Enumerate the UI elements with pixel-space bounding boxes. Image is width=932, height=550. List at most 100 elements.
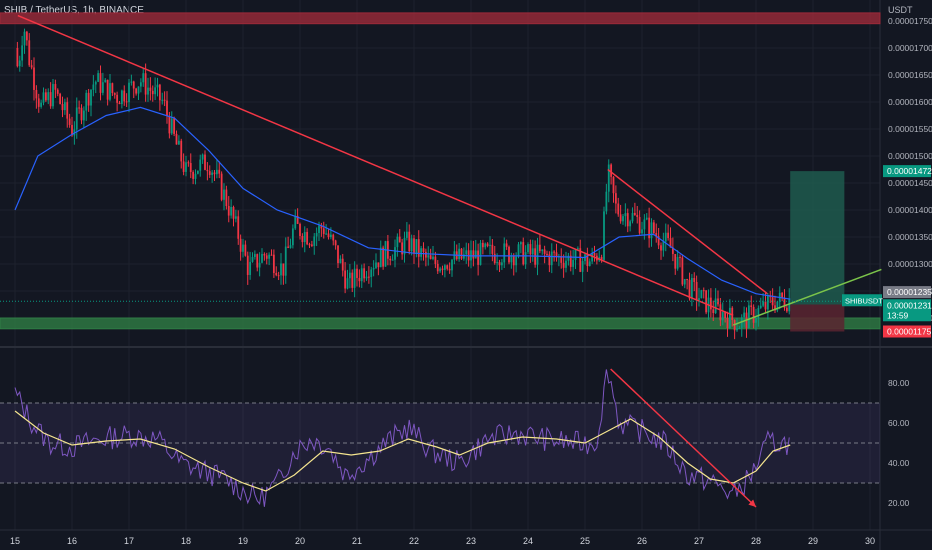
candle-body xyxy=(788,298,791,312)
candle-body xyxy=(25,31,28,41)
candle-body xyxy=(401,242,404,255)
candle-body xyxy=(23,31,26,46)
candle-body xyxy=(762,301,765,306)
candle-body xyxy=(142,73,145,83)
price-label-box xyxy=(883,286,931,299)
candle-body xyxy=(211,172,214,175)
candle-body xyxy=(363,268,366,279)
candle-body xyxy=(543,249,546,254)
candle-body xyxy=(524,252,527,265)
candle-body xyxy=(213,172,216,175)
candle-body xyxy=(253,254,256,257)
candle-body xyxy=(541,249,544,252)
candle-body xyxy=(128,82,130,103)
candle-body xyxy=(135,88,138,94)
candle-body xyxy=(643,219,646,230)
candle-body xyxy=(417,239,420,257)
candle-body xyxy=(33,67,35,90)
candles xyxy=(16,28,791,340)
candle-body xyxy=(151,90,154,95)
candle-body xyxy=(234,216,237,219)
candle-body xyxy=(384,241,387,267)
candle-body xyxy=(515,256,518,266)
candle-body xyxy=(569,255,572,267)
candle-body xyxy=(714,298,717,314)
candle-body xyxy=(339,258,342,264)
candle-body xyxy=(97,73,100,82)
candle-body xyxy=(693,278,696,282)
candle-body xyxy=(743,312,746,318)
candle-body xyxy=(49,92,52,107)
candle-body xyxy=(529,244,532,255)
candle-body xyxy=(132,81,135,89)
candle-body xyxy=(120,90,123,105)
candle-body xyxy=(118,102,121,105)
candle-body xyxy=(591,253,594,262)
candle-body xyxy=(759,305,762,308)
candle-body xyxy=(16,48,19,67)
candle-body xyxy=(277,275,280,277)
candle-body xyxy=(173,118,176,134)
candle-body xyxy=(75,107,78,130)
candle-body xyxy=(30,65,33,68)
price-tick-label: 0.00001450 xyxy=(888,178,932,188)
candle-body xyxy=(681,257,684,285)
candle-body xyxy=(175,133,178,145)
candle-body xyxy=(441,268,444,270)
candle-body xyxy=(42,92,45,103)
price-tick-label: 0.00001500 xyxy=(888,151,932,161)
candle-body xyxy=(436,263,439,272)
candle-body xyxy=(265,255,268,259)
candle-body xyxy=(605,191,608,212)
candle-body xyxy=(724,312,727,318)
candle-body xyxy=(465,250,468,255)
candle-body xyxy=(522,242,525,265)
candle-body xyxy=(158,84,161,101)
candle-body xyxy=(755,318,757,323)
candle-body xyxy=(617,203,620,215)
candle-body xyxy=(498,262,501,266)
candle-body xyxy=(572,259,575,267)
candle-body xyxy=(548,254,551,266)
candle-body xyxy=(303,232,306,243)
candle-body xyxy=(47,92,50,101)
candle-body xyxy=(18,60,21,67)
candle-body xyxy=(581,261,584,272)
candle-body xyxy=(377,262,380,268)
candle-body xyxy=(161,99,164,101)
candle-body xyxy=(721,312,724,321)
candle-body xyxy=(163,99,166,101)
time-tick-label: 24 xyxy=(523,536,533,546)
candle-body xyxy=(116,94,119,103)
zone-support xyxy=(0,317,881,330)
candle-body xyxy=(130,81,133,83)
candle-body xyxy=(413,238,415,254)
rsi-tick-label: 40.00 xyxy=(888,458,910,468)
candle-body xyxy=(353,268,356,288)
candle-body xyxy=(674,254,677,269)
candle-body xyxy=(268,254,271,259)
candle-body xyxy=(87,92,90,106)
candle-body xyxy=(619,214,622,222)
time-tick-label: 15 xyxy=(10,536,20,546)
candle-body xyxy=(315,233,318,237)
zone-resistance xyxy=(0,12,881,25)
candle-body xyxy=(774,305,776,311)
candle-body xyxy=(622,216,624,222)
candle-body xyxy=(458,248,461,260)
candle-body xyxy=(503,243,506,263)
price-label-box xyxy=(883,325,931,338)
candle-body xyxy=(489,244,491,247)
candle-body xyxy=(679,256,681,258)
candle-body xyxy=(256,254,259,268)
candle-body xyxy=(527,244,529,253)
candle-body xyxy=(204,154,206,170)
rsi-tick-label: 60.00 xyxy=(888,418,910,428)
price-tick-label: 0.00001350 xyxy=(888,232,932,242)
price-tick-label: 0.00001750 xyxy=(888,16,932,26)
candle-body xyxy=(410,238,413,252)
candle-body xyxy=(218,169,221,174)
time-tick-label: 22 xyxy=(409,536,419,546)
candle-body xyxy=(365,276,368,279)
